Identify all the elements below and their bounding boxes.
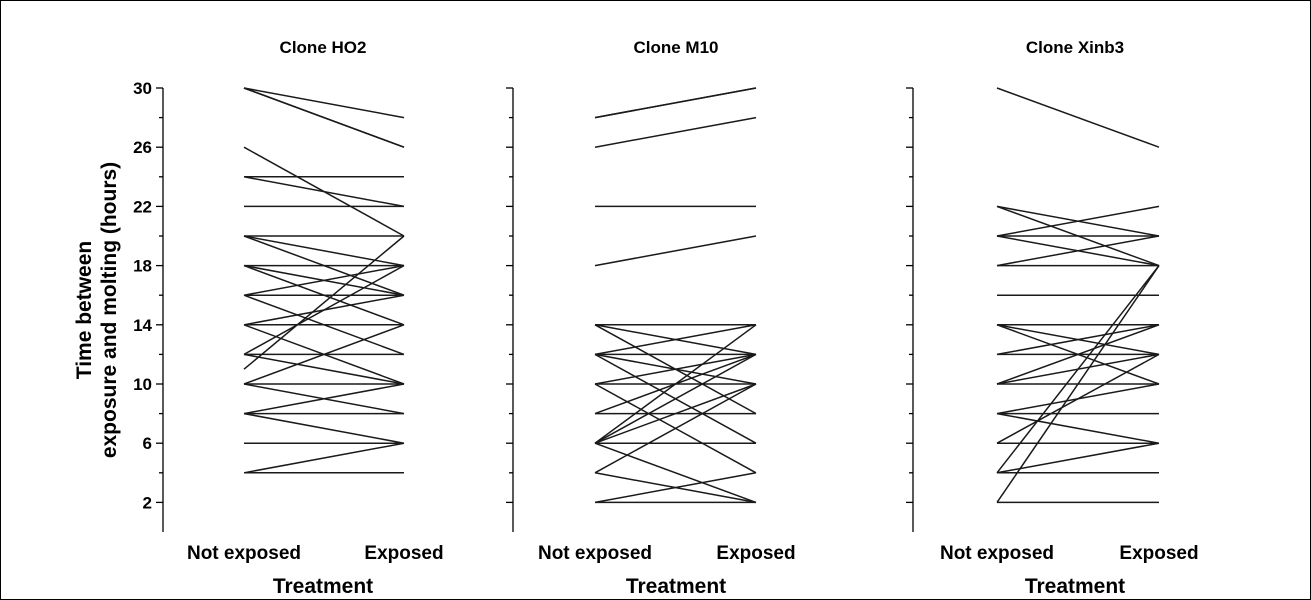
y-tick-label: 26	[133, 138, 152, 157]
y-tick-label: 22	[133, 197, 152, 216]
y-tick-label: 10	[133, 375, 152, 394]
series-line	[996, 235, 1160, 267]
series-line	[594, 383, 757, 444]
series-line	[243, 324, 405, 385]
panel-title: Clone Xinb3	[1026, 38, 1124, 57]
x-axis-label: Treatment	[273, 575, 373, 598]
x-category-label: Exposed	[364, 543, 443, 564]
series-line	[594, 472, 757, 504]
series-line	[243, 264, 405, 356]
series-line	[996, 265, 1160, 503]
series-line	[996, 205, 1160, 237]
series-line	[996, 324, 1160, 356]
panel-clone-xinb3: Clone Xinb3 Treatment Not exposed Exposed	[906, 38, 1199, 598]
panel-title: Clone M10	[633, 38, 718, 57]
series-line	[996, 87, 1160, 148]
x-category-label: Not exposed	[187, 543, 301, 564]
y-axis-label-line1: Time between	[73, 241, 96, 380]
x-axis-label: Treatment	[626, 575, 726, 598]
series-line	[594, 235, 757, 267]
series-line	[243, 442, 405, 474]
series-line	[996, 324, 1160, 385]
series-line	[594, 324, 757, 356]
series-line	[594, 353, 757, 385]
panel-title: Clone HO2	[280, 38, 367, 57]
y-axis-label-line2: exposure and molting (hours)	[98, 162, 121, 458]
y-tick-label: 18	[133, 257, 152, 276]
series-line	[243, 264, 405, 296]
y-tick-label: 30	[133, 79, 152, 98]
series-line	[996, 442, 1160, 474]
x-axis-label: Treatment	[1025, 575, 1125, 598]
series-line	[243, 87, 405, 119]
series-line	[996, 353, 1160, 444]
series-line	[996, 265, 1160, 474]
series-line	[243, 383, 405, 415]
series-line	[594, 87, 757, 119]
panel-clone-m10: Clone M10 Treatment Not exposed Exposed	[506, 38, 796, 598]
y-tick-label: 14	[133, 316, 152, 335]
y-tick-label: 2	[143, 493, 152, 512]
series-line	[594, 324, 757, 444]
series-line	[594, 442, 757, 504]
series-line	[243, 87, 405, 148]
series-line	[996, 412, 1160, 444]
series-line	[594, 116, 757, 148]
series-line	[243, 412, 405, 444]
series-line	[243, 353, 405, 385]
y-tick-label: 6	[143, 434, 152, 453]
x-category-label: Not exposed	[538, 543, 652, 564]
series-line	[243, 176, 405, 208]
x-category-label: Exposed	[716, 543, 795, 564]
series-line	[594, 383, 757, 474]
series-line	[243, 235, 405, 267]
x-category-label: Not exposed	[940, 543, 1054, 564]
series-line	[594, 353, 757, 444]
x-category-label: Exposed	[1119, 543, 1198, 564]
series-line	[243, 235, 405, 370]
